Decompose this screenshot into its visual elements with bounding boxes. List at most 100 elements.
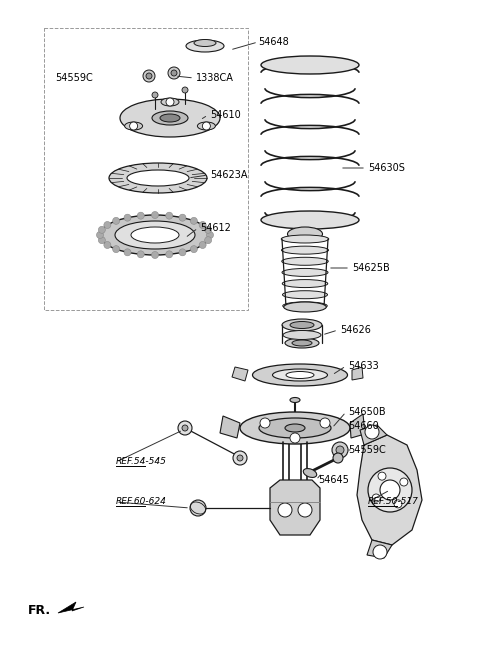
Circle shape (104, 241, 111, 249)
Circle shape (113, 245, 120, 253)
Circle shape (373, 545, 387, 559)
Circle shape (152, 251, 158, 258)
Ellipse shape (286, 371, 314, 379)
Polygon shape (350, 414, 365, 438)
Ellipse shape (259, 418, 331, 438)
Polygon shape (58, 602, 84, 613)
Text: 54660: 54660 (348, 421, 379, 431)
Ellipse shape (282, 279, 328, 287)
Circle shape (206, 232, 214, 239)
Circle shape (98, 237, 106, 243)
Ellipse shape (186, 40, 224, 52)
Circle shape (191, 245, 197, 253)
Bar (44, 28, 248, 310)
Circle shape (204, 237, 212, 243)
Circle shape (400, 478, 408, 486)
Text: 54648: 54648 (258, 37, 289, 47)
Circle shape (204, 226, 212, 234)
Circle shape (166, 251, 173, 258)
Ellipse shape (283, 302, 327, 310)
Circle shape (152, 92, 158, 98)
Ellipse shape (261, 56, 359, 74)
Text: 54559C: 54559C (348, 445, 386, 455)
Circle shape (190, 500, 206, 516)
Circle shape (130, 122, 138, 130)
Ellipse shape (109, 163, 207, 193)
Circle shape (171, 70, 177, 76)
Ellipse shape (125, 122, 143, 130)
Circle shape (146, 73, 152, 79)
Ellipse shape (283, 331, 321, 340)
Circle shape (298, 503, 312, 517)
Circle shape (137, 212, 144, 219)
Polygon shape (352, 367, 363, 380)
Ellipse shape (282, 257, 328, 265)
Text: 54612: 54612 (200, 223, 231, 233)
Ellipse shape (252, 364, 348, 386)
Circle shape (178, 421, 192, 435)
Text: 54623A: 54623A (210, 170, 248, 180)
Ellipse shape (284, 302, 326, 312)
Ellipse shape (273, 369, 327, 381)
Circle shape (179, 249, 186, 256)
Text: FR.: FR. (28, 604, 51, 617)
Circle shape (332, 442, 348, 458)
Circle shape (182, 87, 188, 93)
Circle shape (166, 98, 174, 106)
Text: REF.50-517: REF.50-517 (368, 497, 419, 506)
Circle shape (179, 214, 186, 221)
Circle shape (278, 503, 292, 517)
Ellipse shape (115, 221, 195, 249)
Ellipse shape (285, 338, 319, 348)
Circle shape (152, 211, 158, 218)
Circle shape (336, 446, 344, 454)
Ellipse shape (281, 235, 329, 243)
Circle shape (168, 67, 180, 79)
Ellipse shape (161, 98, 179, 106)
Circle shape (124, 214, 131, 221)
Ellipse shape (131, 227, 179, 243)
Circle shape (191, 217, 197, 224)
Text: 54630S: 54630S (368, 163, 405, 173)
Circle shape (203, 122, 210, 130)
Text: 54645: 54645 (318, 475, 349, 485)
Circle shape (199, 241, 206, 249)
Circle shape (372, 494, 380, 502)
Circle shape (368, 468, 412, 512)
Text: 54633: 54633 (348, 361, 379, 371)
Circle shape (380, 480, 400, 500)
Ellipse shape (285, 424, 305, 432)
Ellipse shape (281, 246, 328, 254)
Circle shape (365, 425, 379, 439)
Ellipse shape (290, 321, 314, 329)
Ellipse shape (283, 506, 307, 514)
Ellipse shape (288, 227, 323, 241)
Text: 54625B: 54625B (352, 263, 390, 273)
Circle shape (394, 500, 402, 508)
Ellipse shape (282, 268, 328, 276)
Polygon shape (357, 435, 422, 545)
Circle shape (137, 251, 144, 258)
Ellipse shape (261, 211, 359, 229)
Ellipse shape (240, 412, 350, 444)
Circle shape (290, 433, 300, 443)
Ellipse shape (197, 122, 216, 130)
Text: 54559C: 54559C (55, 73, 93, 83)
Ellipse shape (283, 291, 327, 298)
Ellipse shape (292, 340, 312, 346)
Circle shape (182, 425, 188, 431)
Text: 54610: 54610 (210, 110, 241, 120)
Circle shape (98, 226, 106, 234)
Text: REF.54-545: REF.54-545 (116, 457, 167, 466)
Circle shape (96, 232, 104, 239)
Circle shape (199, 222, 206, 228)
Circle shape (260, 418, 270, 428)
Circle shape (113, 217, 120, 224)
Ellipse shape (127, 170, 189, 186)
Circle shape (333, 453, 343, 463)
Circle shape (378, 472, 386, 480)
Polygon shape (220, 416, 240, 438)
Polygon shape (232, 367, 248, 381)
Circle shape (237, 455, 243, 461)
Circle shape (104, 222, 111, 228)
